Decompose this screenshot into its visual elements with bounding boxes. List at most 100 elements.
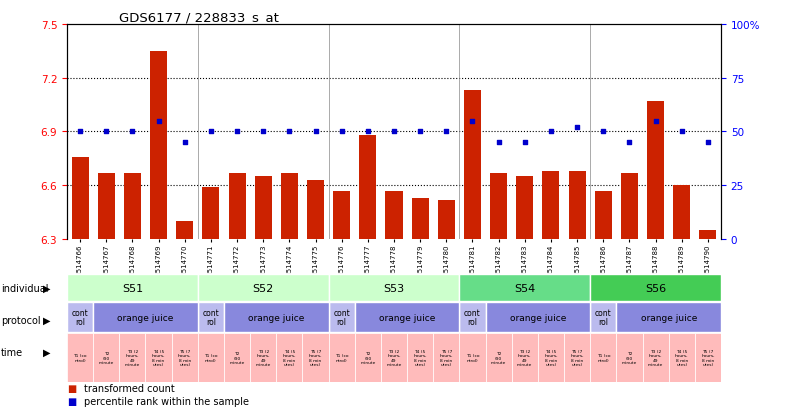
Bar (647, 102, 664, 240)
Bar (516, 177, 533, 240)
Text: T2
(90
minute: T2 (90 minute (491, 351, 507, 364)
Bar (485, 333, 511, 382)
Bar (255, 177, 272, 240)
Text: ■: ■ (67, 383, 76, 393)
Bar (198, 275, 329, 301)
Point (597, 129, 610, 135)
Point (126, 129, 139, 135)
Text: transformed count: transformed count (84, 383, 175, 393)
Point (336, 129, 348, 135)
Text: ▶: ▶ (43, 315, 51, 325)
Point (571, 125, 583, 131)
Bar (464, 91, 481, 240)
Text: T1 (co
ntrol): T1 (co ntrol) (335, 354, 348, 362)
Bar (538, 333, 564, 382)
Point (362, 129, 374, 135)
Text: cont
rol: cont rol (595, 309, 611, 327)
Bar (590, 275, 721, 301)
Text: T5 (7
hours,
8 min
utes): T5 (7 hours, 8 min utes) (309, 349, 322, 366)
Point (519, 140, 531, 146)
Bar (124, 173, 141, 240)
Text: orange juice: orange juice (117, 313, 173, 322)
Point (283, 129, 296, 135)
Text: T4 (5
hours,
8 min
utes): T4 (5 hours, 8 min utes) (414, 349, 427, 366)
Text: individual: individual (1, 283, 48, 293)
Bar (459, 303, 485, 332)
Bar (355, 333, 381, 382)
Text: T3 (2
hours,
49
minute: T3 (2 hours, 49 minute (125, 349, 140, 366)
Text: T1 (co
ntrol): T1 (co ntrol) (73, 354, 87, 362)
Point (205, 129, 217, 135)
Text: ■: ■ (67, 396, 76, 406)
Bar (72, 157, 88, 240)
Bar (459, 275, 590, 301)
Text: T5 (7
hours,
8 min
utes): T5 (7 hours, 8 min utes) (571, 349, 584, 366)
Bar (621, 173, 638, 240)
Bar (700, 230, 716, 240)
Bar (277, 333, 303, 382)
Point (74, 129, 87, 135)
Bar (229, 173, 246, 240)
Point (152, 118, 165, 125)
Bar (381, 333, 407, 382)
Bar (224, 333, 250, 382)
Bar (616, 333, 642, 382)
Point (701, 140, 714, 146)
Point (440, 129, 452, 135)
Bar (67, 303, 93, 332)
Point (675, 129, 688, 135)
Bar (385, 191, 403, 240)
Bar (673, 186, 690, 240)
Bar (542, 171, 559, 240)
Bar (333, 191, 350, 240)
Text: T2
(90
minute: T2 (90 minute (98, 351, 114, 364)
Text: orange juice: orange juice (510, 313, 566, 322)
Point (414, 129, 426, 135)
Bar (438, 200, 455, 240)
Bar (669, 333, 695, 382)
Text: S51: S51 (122, 283, 143, 293)
Text: T4 (5
hours,
8 min
utes): T4 (5 hours, 8 min utes) (283, 349, 296, 366)
Text: T5 (7
hours,
8 min
utes): T5 (7 hours, 8 min utes) (440, 349, 453, 366)
Bar (411, 198, 429, 240)
Text: T2
(90
minute: T2 (90 minute (360, 351, 376, 364)
Text: ▶: ▶ (43, 347, 51, 357)
Text: T1 (co
ntrol): T1 (co ntrol) (204, 354, 217, 362)
Bar (93, 303, 198, 332)
Text: GDS6177 / 228833_s_at: GDS6177 / 228833_s_at (119, 11, 279, 24)
Bar (355, 303, 459, 332)
Bar (459, 333, 485, 382)
Bar (569, 171, 585, 240)
Text: T3 (2
hours,
49
minute: T3 (2 hours, 49 minute (255, 349, 271, 366)
Bar (119, 333, 146, 382)
Bar (485, 303, 590, 332)
Point (492, 140, 505, 146)
Point (545, 129, 557, 135)
Text: S53: S53 (384, 283, 404, 293)
Text: orange juice: orange juice (248, 313, 304, 322)
Bar (511, 333, 538, 382)
Bar (433, 333, 459, 382)
Text: T2
(90
minute: T2 (90 minute (229, 351, 245, 364)
Bar (98, 173, 115, 240)
Bar (407, 333, 433, 382)
Text: T4 (5
hours,
8 min
utes): T4 (5 hours, 8 min utes) (545, 349, 558, 366)
Text: cont
rol: cont rol (464, 309, 481, 327)
Text: percentile rank within the sample: percentile rank within the sample (84, 396, 249, 406)
Point (466, 118, 479, 125)
Bar (146, 333, 172, 382)
Point (623, 140, 636, 146)
Bar (281, 173, 298, 240)
Bar (203, 188, 219, 240)
Bar (590, 303, 616, 332)
Text: orange juice: orange juice (641, 313, 697, 322)
Point (257, 129, 269, 135)
Bar (67, 275, 198, 301)
Bar (642, 333, 669, 382)
Bar (67, 333, 93, 382)
Bar (177, 222, 193, 240)
Bar (329, 303, 355, 332)
Point (231, 129, 243, 135)
Text: T2
(90
minute: T2 (90 minute (622, 351, 637, 364)
Text: S56: S56 (645, 283, 666, 293)
